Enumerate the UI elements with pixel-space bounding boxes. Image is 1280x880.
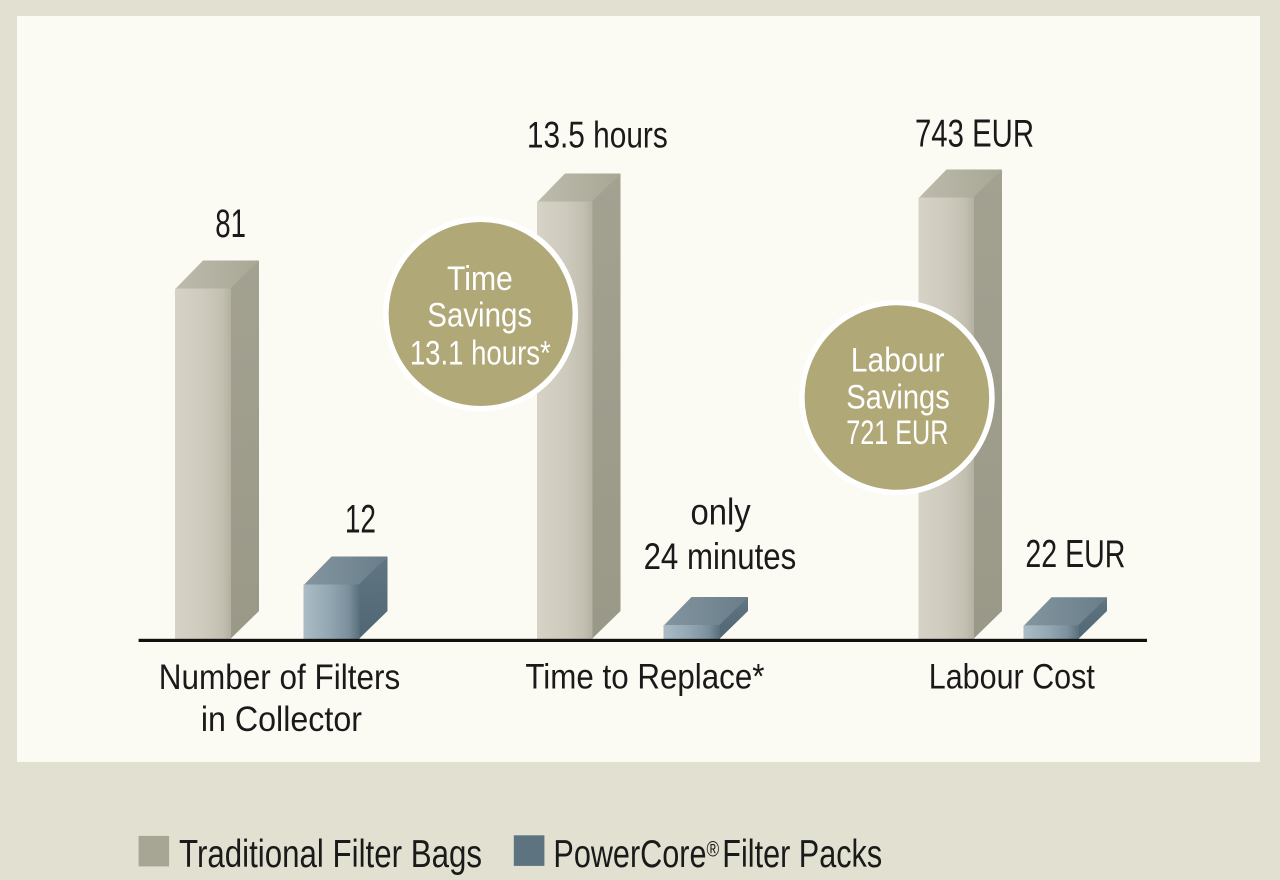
svg-text:Savings: Savings: [846, 377, 949, 416]
svg-text:only: only: [690, 492, 751, 533]
svg-text:24 minutes: 24 minutes: [644, 536, 797, 577]
svg-text:22 EUR: 22 EUR: [1025, 533, 1125, 576]
svg-text:Time: Time: [447, 259, 513, 297]
svg-text:721 EUR: 721 EUR: [846, 414, 948, 451]
svg-text:Labour: Labour: [851, 341, 945, 379]
svg-text:Savings: Savings: [427, 296, 532, 334]
svg-text:Labour Cost: Labour Cost: [929, 657, 1095, 697]
svg-text:743 EUR: 743 EUR: [915, 113, 1034, 156]
svg-text:in Collector: in Collector: [201, 699, 362, 739]
svg-text:81: 81: [215, 202, 246, 246]
svg-text:13.5 hours: 13.5 hours: [527, 116, 668, 157]
svg-text:Time to Replace*: Time to Replace*: [525, 658, 764, 697]
svg-text:Traditional Filter Bags: Traditional Filter Bags: [179, 833, 482, 876]
svg-text:13.1 hours*: 13.1 hours*: [410, 334, 551, 372]
svg-text:Number of Filters: Number of Filters: [159, 658, 400, 697]
svg-text:12: 12: [345, 498, 376, 542]
